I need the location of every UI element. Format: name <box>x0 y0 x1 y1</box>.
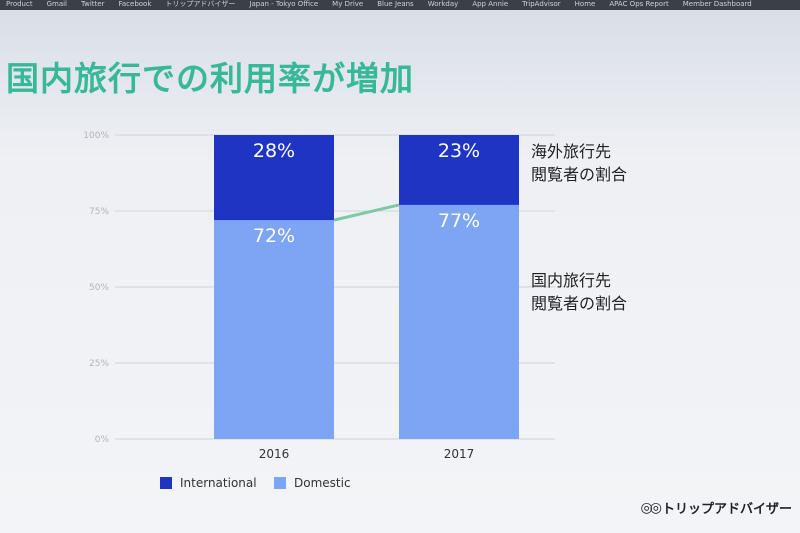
bookmark-item[interactable]: My Drive <box>332 0 364 8</box>
international-share-label: 海外旅行先 閲覧者の割合 <box>531 140 627 186</box>
data-label-domestic-2017: 77% <box>438 210 480 232</box>
data-label-international-2016: 28% <box>253 140 295 162</box>
international-label-line-2: 閲覧者の割合 <box>531 165 628 184</box>
bar-domestic-2016 <box>214 220 334 439</box>
y-tick-label: 75% <box>89 207 109 217</box>
bookmark-item[interactable]: App Annie <box>472 0 509 8</box>
legend-domestic-swatch <box>274 477 286 489</box>
domestic-share-label: 国内旅行先 閲覧者の割合 <box>531 269 627 315</box>
bookmark-item[interactable]: Gmail <box>46 0 68 8</box>
bookmark-item[interactable]: Twitter <box>81 0 105 8</box>
bookmark-item[interactable]: Product <box>6 0 33 8</box>
y-tick-label: 0% <box>95 435 110 445</box>
bookmark-item[interactable]: APAC Ops Report <box>609 0 669 8</box>
tripadvisor-logo: ◎◎ トリップアドバイザー <box>640 498 792 518</box>
domestic-label-line-2: 閲覧者の割合 <box>531 294 628 313</box>
legend-domestic-label: Domestic <box>294 476 351 490</box>
bookmark-item[interactable]: Japan - Tokyo Office <box>249 0 319 8</box>
legend-domestic: Domestic <box>274 476 351 490</box>
bar-international-2016 <box>214 135 334 221</box>
bookmark-item[interactable]: Facebook <box>118 0 152 8</box>
bookmark-item[interactable]: Blue Jeans <box>377 0 414 8</box>
data-label-international-2017: 23% <box>438 140 480 162</box>
bar-international-2017 <box>399 135 519 205</box>
trend-line <box>333 203 400 222</box>
legend-international-label: International <box>180 476 257 490</box>
bookmark-item[interactable]: トリップアドバイザー <box>165 0 236 8</box>
data-label-domestic-2016: 72% <box>253 225 295 247</box>
bar-domestic-2017 <box>399 204 519 439</box>
bookmark-item[interactable]: Member Dashboard <box>682 0 752 8</box>
international-label-line-1: 海外旅行先 <box>531 142 612 161</box>
bookmark-item[interactable]: Workday <box>427 0 459 8</box>
legend-international-swatch <box>160 477 172 489</box>
y-tick-label: 50% <box>89 283 109 293</box>
domestic-label-line-1: 国内旅行先 <box>531 271 612 290</box>
x-tick-label-2017: 2017 <box>444 447 475 461</box>
bookmark-item[interactable]: TripAdvisor <box>522 0 561 8</box>
y-tick-label: 25% <box>89 359 109 369</box>
logo-text: トリップアドバイザー <box>661 502 792 517</box>
bookmark-item[interactable]: Home <box>574 0 596 8</box>
x-tick-label-2016: 2016 <box>259 447 290 461</box>
bookmarks-bar: Product Gmail Twitter Facebook トリップアドバイザー Jap… <box>0 0 800 10</box>
slide-title: 国内旅行での利用率が増加 <box>6 59 414 98</box>
owl-eyes-icon: ◎◎ <box>640 499 663 516</box>
y-tick-label: 100% <box>83 131 109 141</box>
legend-international: International <box>160 476 257 490</box>
